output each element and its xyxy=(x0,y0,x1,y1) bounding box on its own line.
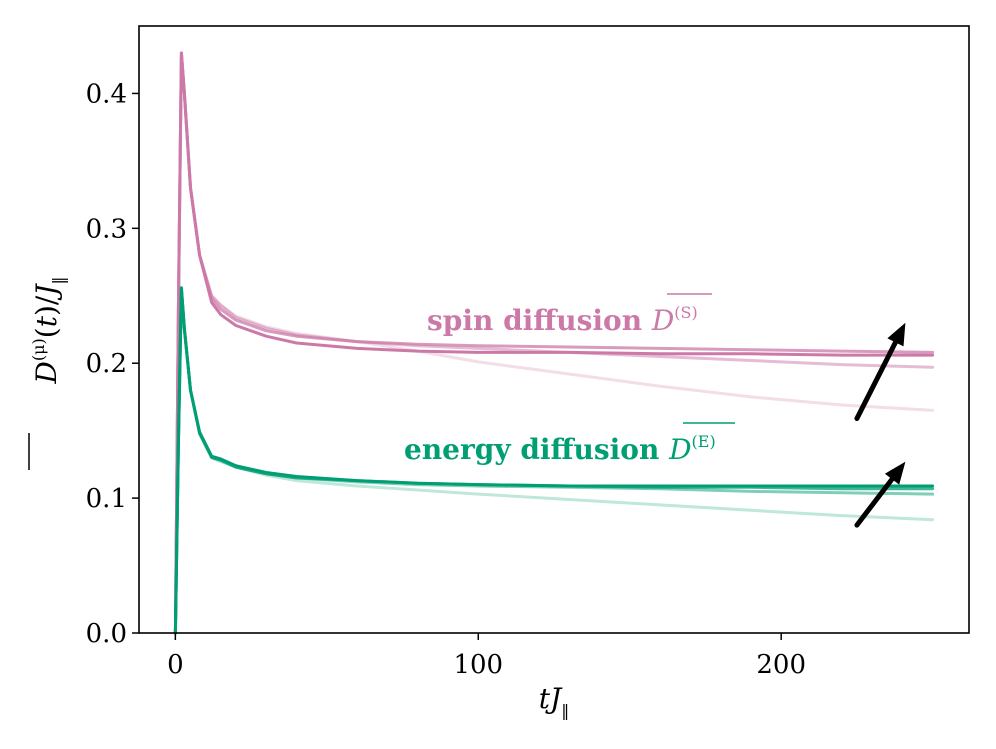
y-tick-label: 0.3 xyxy=(86,214,127,244)
spin-annotation-superscript: (S) xyxy=(674,303,697,322)
x-axis-label: tJ‖ xyxy=(539,682,570,720)
x-axis-label-t: t xyxy=(539,682,551,715)
energy-annotation-symbol: D xyxy=(668,433,691,466)
energy-annotation-text: energy diffusion xyxy=(404,433,669,466)
spin-annotation-text: spin diffusion xyxy=(427,304,652,337)
series-layer xyxy=(173,51,935,635)
energy-annotation-superscript: (E) xyxy=(692,432,716,451)
svg-text:energy diffusion D(E): energy diffusion D(E) xyxy=(404,432,716,466)
arrow-shaft-spin xyxy=(854,339,898,422)
y-axis-label-mu: (μ) xyxy=(29,338,48,361)
y-tick-label: 0.4 xyxy=(86,79,127,109)
x-axis-label-sub: ‖ xyxy=(561,701,569,720)
x-axis-label-j: J xyxy=(545,682,563,715)
y-tick-label: 0.1 xyxy=(86,484,127,514)
y-tick-label: 0.0 xyxy=(86,619,127,649)
svg-text:spin diffusion D(S): spin diffusion D(S) xyxy=(427,303,698,337)
arrow-head-spin xyxy=(887,322,906,347)
y-tick-label: 0.2 xyxy=(86,349,127,379)
x-tick-label: 100 xyxy=(453,650,503,680)
spin-annotation-symbol: D xyxy=(651,304,674,337)
y-axis-label: D(μ)(t)/J‖ xyxy=(28,276,68,470)
svg-text:D(μ)(t)/J‖: D(μ)(t)/J‖ xyxy=(29,276,68,384)
plot-frame xyxy=(138,25,970,634)
spin-annotation: spin diffusion D(S) xyxy=(427,293,712,337)
energy-annotation: energy diffusion D(E) xyxy=(404,422,735,466)
arrow-layer xyxy=(854,322,906,528)
arrow-shaft-energy xyxy=(854,476,895,528)
y-axis-label-d: D xyxy=(30,361,63,384)
arrow-head-energy xyxy=(884,461,906,485)
series-line-energy-7 xyxy=(173,286,935,635)
tick-layer: 0 100 200 0.0 0.1 0.2 0.3 0.4 xyxy=(86,79,806,680)
series-line-spin-3 xyxy=(173,51,935,635)
x-tick-label: 200 xyxy=(756,650,806,680)
x-tick-label: 0 xyxy=(167,650,184,680)
